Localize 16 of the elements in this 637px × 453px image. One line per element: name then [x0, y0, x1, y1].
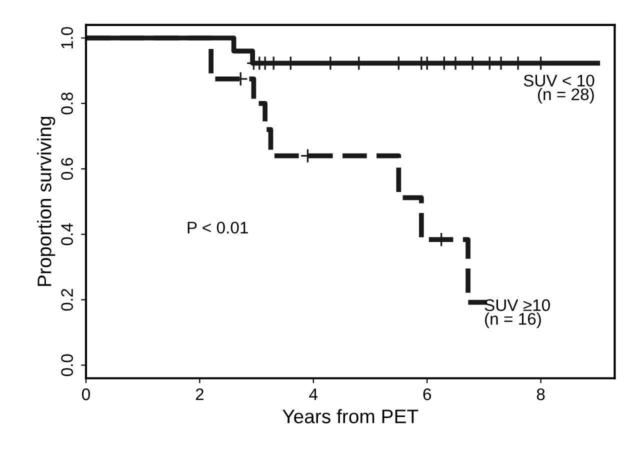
x-axis-title: Years from PET: [282, 409, 418, 424]
annotation: P < 0.01: [188, 222, 248, 234]
x-tick-label: 0: [82, 388, 90, 400]
y-axis-title: Proportion surviving: [37, 116, 56, 286]
y-tick-label: 0.4: [61, 223, 73, 246]
y-tick-label: 0.8: [61, 92, 73, 114]
y-tick-label: 0.0: [61, 354, 73, 376]
y-tick-label: 0.6: [61, 158, 73, 180]
x-tick-label: 6: [423, 388, 431, 400]
series-label: SUV ≥10 (n = 16): [484, 299, 550, 328]
x-tick-label: 2: [196, 388, 204, 400]
y-tick-label: 0.2: [61, 288, 73, 311]
series-label: SUV < 10 (n = 28): [524, 74, 594, 104]
x-tick-label: 8: [536, 388, 545, 400]
y-tick-label: 1.0: [61, 27, 73, 48]
x-tick-label: 4: [309, 388, 318, 400]
